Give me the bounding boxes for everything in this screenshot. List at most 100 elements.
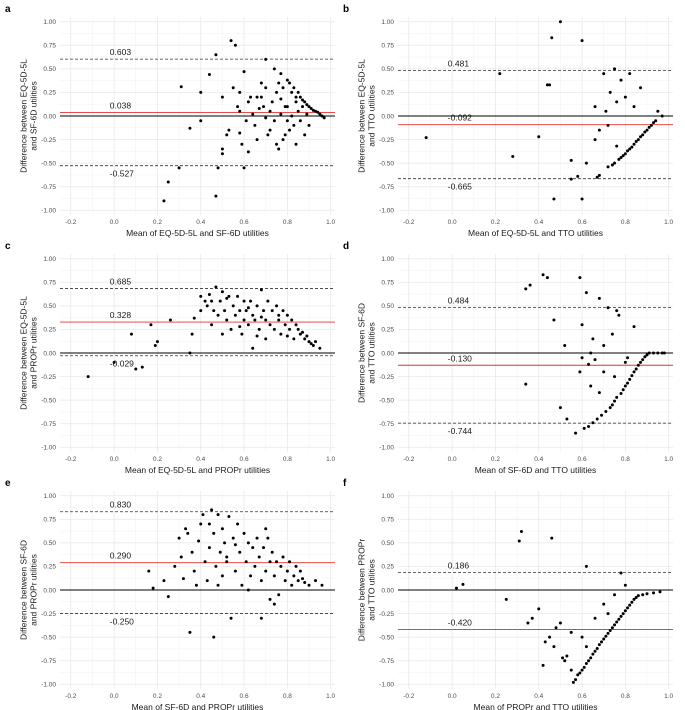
data-point — [623, 583, 627, 587]
data-point — [591, 421, 595, 425]
data-point — [597, 643, 601, 647]
data-point — [283, 323, 287, 327]
data-point — [238, 550, 242, 554]
data-point — [240, 142, 244, 146]
data-point — [259, 579, 263, 583]
data-point — [307, 583, 311, 587]
mean-diff-label: 0.328 — [110, 310, 132, 320]
data-point — [253, 318, 257, 322]
data-point — [236, 105, 240, 109]
data-point — [613, 623, 617, 627]
data-point — [645, 128, 649, 132]
data-point — [632, 325, 636, 329]
data-point — [565, 654, 569, 658]
data-point — [275, 142, 279, 146]
lower-loa-label: -0.744 — [448, 426, 472, 436]
data-point — [240, 583, 244, 587]
data-point — [634, 139, 638, 143]
data-point — [584, 645, 588, 649]
data-point — [292, 574, 296, 578]
y-axis-title: Difference between SF-6Dand PROPr utilit… — [19, 540, 39, 640]
y-axis-title: Difference between SF-6Dand TTO utilitie… — [357, 303, 377, 403]
data-point — [610, 332, 614, 336]
data-point — [552, 318, 556, 322]
data-point — [524, 382, 528, 386]
data-point — [623, 152, 627, 156]
data-point — [600, 640, 604, 644]
data-point — [238, 325, 242, 329]
y-tick-label: 0.25 — [381, 327, 394, 334]
data-point — [632, 597, 636, 601]
data-point — [259, 95, 263, 99]
data-point — [643, 355, 647, 359]
data-point — [301, 330, 305, 334]
data-point — [309, 106, 313, 110]
data-point — [615, 395, 619, 399]
data-point — [461, 582, 465, 586]
data-point — [580, 323, 584, 327]
data-point — [602, 72, 606, 76]
data-point — [279, 97, 283, 101]
data-point — [626, 606, 630, 610]
data-point — [246, 100, 250, 104]
data-point — [639, 135, 643, 139]
data-point — [578, 276, 582, 280]
data-point — [623, 360, 627, 364]
y-axis-title-line: and TTO utilities — [367, 85, 377, 147]
data-point — [621, 154, 625, 158]
data-point — [231, 304, 235, 308]
y-tick-label: 0.75 — [43, 43, 56, 50]
data-point — [281, 138, 285, 142]
data-point — [251, 546, 255, 550]
x-tick-label: 0.4 — [196, 693, 205, 700]
data-point — [584, 662, 588, 666]
y-tick-label: 0.00 — [381, 113, 394, 120]
data-point — [628, 147, 632, 151]
data-point — [242, 318, 246, 322]
data-point — [238, 309, 242, 313]
data-point — [298, 332, 302, 336]
data-point — [233, 569, 237, 573]
data-point — [593, 649, 597, 653]
data-point — [205, 579, 209, 583]
data-point — [641, 593, 645, 597]
data-point — [188, 351, 192, 355]
x-tick-label: 1.0 — [664, 456, 673, 463]
data-point — [192, 316, 196, 320]
y-tick-label: 1.00 — [381, 493, 394, 500]
y-tick-label: -0.75 — [379, 421, 394, 428]
data-point — [238, 109, 242, 113]
data-point — [233, 43, 237, 47]
data-point — [285, 105, 289, 109]
data-point — [563, 343, 567, 347]
data-point — [528, 283, 532, 287]
data-point — [272, 67, 276, 71]
data-point — [613, 399, 617, 403]
upper-loa-label: 0.830 — [110, 500, 132, 510]
y-axis-title-line: and PROPr utilities — [29, 554, 39, 626]
data-point — [604, 109, 608, 113]
data-point — [262, 546, 266, 550]
data-point — [285, 119, 289, 123]
x-axis-title: Mean of SF-6D and PROPr utilities — [132, 702, 264, 710]
x-tick-label: 1.0 — [326, 693, 335, 700]
y-tick-label: -0.75 — [41, 658, 56, 665]
data-point — [216, 313, 220, 317]
data-point — [151, 586, 155, 590]
data-point — [264, 116, 268, 120]
x-tick-label: 0.6 — [578, 456, 587, 463]
y-tick-label: 0.50 — [43, 66, 56, 73]
data-point — [242, 166, 246, 170]
data-point — [225, 318, 229, 322]
y-axis-title: Difference between EQ-5D-5Land SF-6D uti… — [19, 59, 39, 173]
data-point — [181, 577, 185, 581]
data-point — [186, 531, 190, 535]
data-point — [255, 334, 259, 338]
data-point — [214, 194, 218, 198]
data-point — [597, 391, 601, 395]
data-point — [652, 591, 656, 595]
y-tick-label: 0.25 — [43, 90, 56, 97]
data-point — [558, 20, 562, 24]
data-point — [277, 593, 281, 597]
